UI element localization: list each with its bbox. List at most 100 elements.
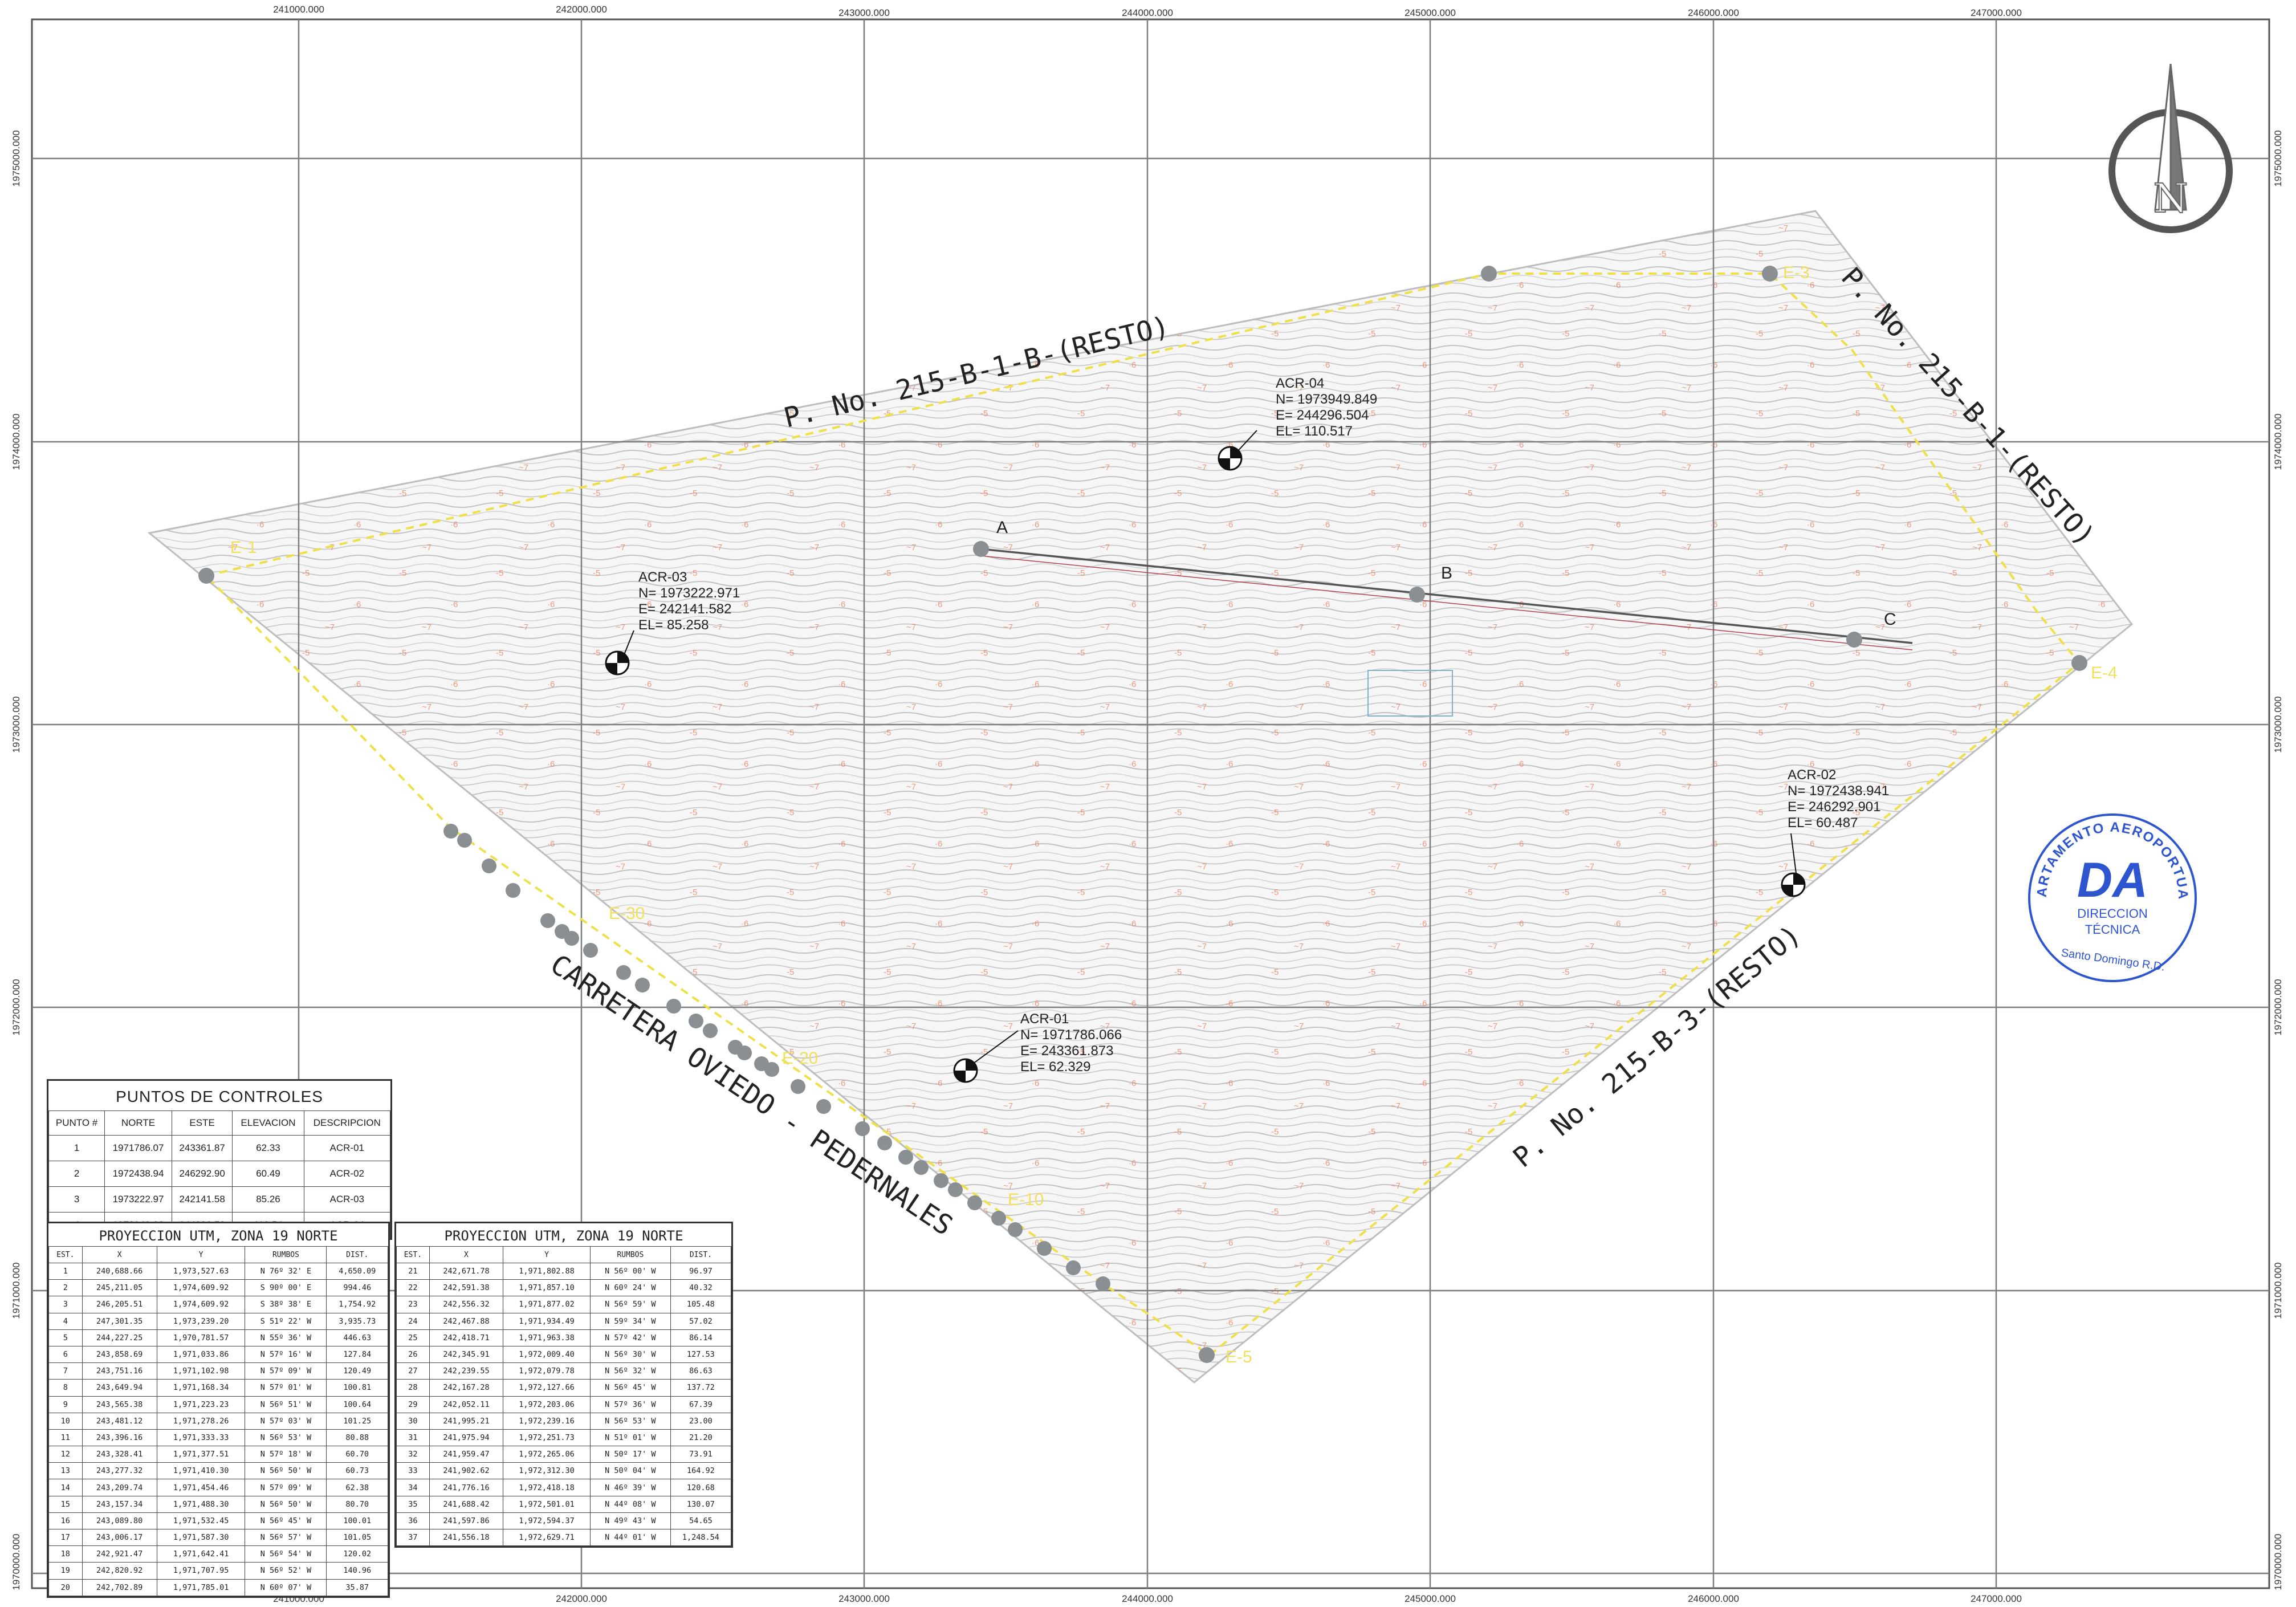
- table-cell: 240,688.66: [82, 1262, 157, 1280]
- table-cell: 26: [396, 1345, 430, 1364]
- grid-label-right: 1974000.000: [2273, 413, 2283, 470]
- table-cell: N 57º 09' W: [245, 1479, 327, 1496]
- table-cell: 86.14: [670, 1329, 732, 1346]
- table-cell: 1,972,418.18: [503, 1479, 591, 1496]
- table-cell: 246,205.51: [82, 1296, 157, 1313]
- traverse-station: [703, 1023, 718, 1038]
- table-cell: N 50º 17' W: [589, 1446, 671, 1463]
- table-cell: 60.49: [232, 1161, 304, 1187]
- table-cell: 27: [396, 1362, 430, 1380]
- table-cell: 15: [48, 1495, 83, 1513]
- corner-station: [2071, 655, 2087, 671]
- table-cell: 25: [396, 1329, 430, 1346]
- table-cell: 23.00: [670, 1412, 732, 1430]
- table-row: 7 243,751.16 1,971,102.98 N 57º 09' W 120.49: [48, 1362, 388, 1380]
- grid-label-right: 1970000.000: [2273, 1533, 2283, 1590]
- table-cell: 241,995.21: [429, 1412, 504, 1430]
- north-arrow-icon: N: [2108, 63, 2233, 233]
- table-cell: 242,467.88: [429, 1312, 504, 1330]
- station-label-e20: E-20: [782, 1049, 818, 1068]
- grid-label-left: 1973000.000: [11, 696, 22, 752]
- column-header: NORTE: [104, 1110, 172, 1136]
- table-cell: 67.39: [670, 1396, 732, 1413]
- table-cell: 1,970,781.57: [156, 1329, 246, 1346]
- table-cell: N 57º 01' W: [245, 1379, 327, 1397]
- table-cell: 40.32: [670, 1279, 732, 1297]
- table-cell: 242141.58: [171, 1186, 233, 1213]
- corner-station: [1762, 266, 1778, 282]
- grid-label-right: 1972000.000: [2273, 979, 2283, 1035]
- table-row: 12 243,328.41 1,971,377.51 N 57º 18' W 60.70: [48, 1446, 388, 1463]
- grid-label-bottom: 247000.000: [1971, 1593, 2022, 1604]
- table-row: 27 242,239.55 1,972,079.78 N 56º 32' W 86.63: [396, 1362, 732, 1380]
- table-row: 20 242,702.89 1,971,785.01 N 60º 07' W 35.87: [48, 1578, 388, 1596]
- table-cell: 101.05: [326, 1528, 388, 1547]
- traverse-station: [934, 1173, 948, 1188]
- table-row: 3 246,205.51 1,974,609.92 S 38º 38' E 1,754.…: [48, 1296, 388, 1313]
- table-cell: 34: [396, 1479, 430, 1496]
- benchmark-id: ACR-02: [1788, 767, 1836, 783]
- table-cell: 2: [48, 1161, 105, 1187]
- table-cell: 6: [48, 1345, 83, 1364]
- table-cell: 1,971,802.88: [503, 1262, 591, 1280]
- traverse-station: [855, 1121, 870, 1136]
- table-cell: 1,972,009.40: [503, 1345, 591, 1364]
- stamp-line-1: DIRECCION: [2077, 906, 2147, 921]
- table-row: 3 1973222.97 242141.58 85.26 ACR-03: [48, 1186, 391, 1213]
- benchmark-id: ACR-01: [1020, 1011, 1069, 1027]
- north-arrow-letter: N: [2153, 175, 2188, 222]
- table-cell: 1,754.92: [326, 1296, 388, 1313]
- table-cell: N 56º 54' W: [245, 1545, 327, 1563]
- table-cell: 241,975.94: [429, 1429, 504, 1447]
- table-row: 30 241,995.21 1,972,239.16 N 56º 53' W 23.00: [396, 1412, 732, 1430]
- table-cell: 60.73: [326, 1462, 388, 1480]
- table-cell: 127.84: [326, 1345, 388, 1364]
- table-cell: 1,971,488.30: [156, 1495, 246, 1513]
- stamp-bottom-text: Santo Domingo R.D.: [2060, 946, 2165, 973]
- grid-label-bottom: 245000.000: [1405, 1593, 1456, 1604]
- table-cell: 1,971,410.30: [156, 1462, 246, 1480]
- table-header-row: PUNTO # NORTE ESTE ELEVACION DESCRIPCION: [48, 1110, 391, 1136]
- table-cell: 1,248.54: [670, 1528, 732, 1547]
- table-cell: 2: [48, 1279, 83, 1297]
- traverse-station: [791, 1079, 805, 1094]
- table-cell: 1,972,265.06: [503, 1446, 591, 1463]
- benchmark-elevation: EL= 110.517: [1276, 424, 1353, 439]
- table-cell: N 76º 32' E: [245, 1262, 327, 1280]
- table-cell: 1,971,454.46: [156, 1479, 246, 1496]
- table-cell: 7: [48, 1362, 83, 1380]
- table-cell: N 56º 45' W: [589, 1379, 671, 1397]
- table-cell: 243,209.74: [82, 1479, 157, 1496]
- table-cell: 35: [396, 1495, 430, 1513]
- table-cell: 120.68: [670, 1479, 732, 1496]
- table-row: 18 242,921.47 1,971,642.41 N 56º 54' W 120.0…: [48, 1545, 388, 1563]
- table-cell: 242,345.91: [429, 1345, 504, 1364]
- grid-label-top: 244000.000: [1122, 7, 1173, 18]
- table-cell: 243,858.69: [82, 1345, 157, 1364]
- traverse-station: [816, 1099, 831, 1114]
- table-cell: 14: [48, 1479, 83, 1496]
- table-cell: 242,418.71: [429, 1329, 504, 1346]
- table-cell: 1,971,278.26: [156, 1412, 246, 1430]
- table-cell: 241,902.62: [429, 1462, 504, 1480]
- table-cell: 1,974,609.92: [156, 1296, 246, 1313]
- table-cell: 243,649.94: [82, 1379, 157, 1397]
- table-cell: 31: [396, 1429, 430, 1447]
- table-cell: N 56º 50' W: [245, 1495, 327, 1513]
- traverse-station: [506, 883, 520, 898]
- table-cell: 1,971,033.86: [156, 1345, 246, 1364]
- table-cell: N 57º 09' W: [245, 1362, 327, 1380]
- table-cell: 10: [48, 1412, 83, 1430]
- table-cell: 36: [396, 1512, 430, 1530]
- table-cell: 1,971,642.41: [156, 1545, 246, 1563]
- grid-label-bottom: 244000.000: [1122, 1593, 1173, 1604]
- table-cell: 1,971,857.10: [503, 1279, 591, 1297]
- grid-label-right: 1971000.000: [2273, 1262, 2283, 1319]
- column-header: Y: [156, 1246, 246, 1263]
- station-label-e5: E-5: [1226, 1348, 1252, 1366]
- table-cell: 242,702.89: [82, 1578, 157, 1596]
- table-cell: 120.02: [326, 1545, 388, 1563]
- grid-label-bottom: 243000.000: [838, 1593, 890, 1604]
- table-cell: 1,971,102.98: [156, 1362, 246, 1380]
- table-cell: 62.33: [232, 1135, 304, 1161]
